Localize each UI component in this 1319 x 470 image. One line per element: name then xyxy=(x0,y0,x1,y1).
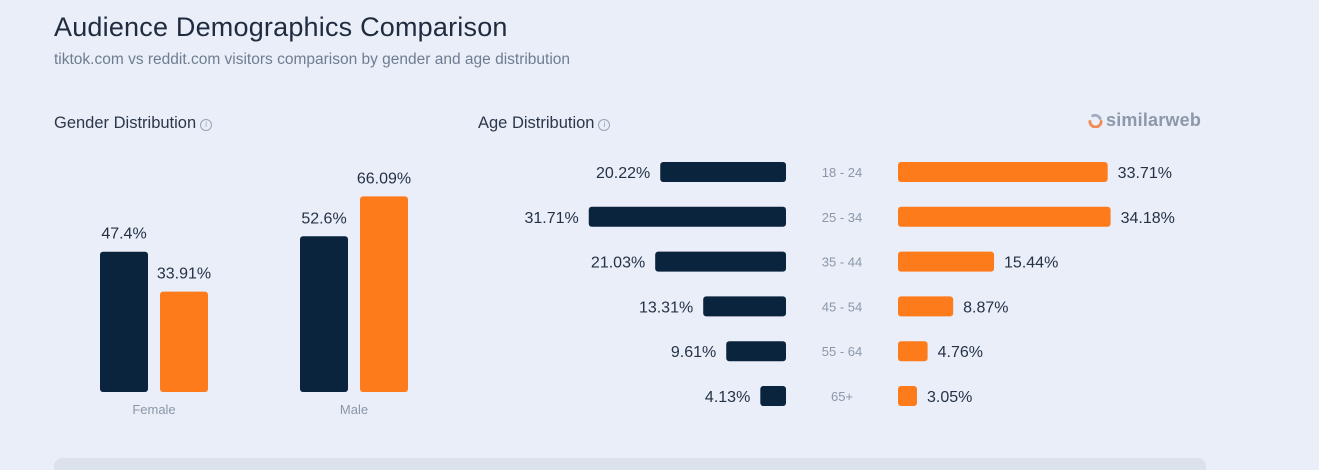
age-section-title: Age Distribution i xyxy=(478,114,611,133)
next-section-card xyxy=(54,458,1206,470)
gender-value-label: 33.91% xyxy=(157,266,211,283)
age-value-label-reddit: 4.76% xyxy=(938,344,983,361)
gender-category-label: Female xyxy=(132,402,175,417)
age-bar-tiktok xyxy=(726,341,786,362)
age-value-label-reddit: 3.05% xyxy=(927,389,972,406)
page-title: Audience Demographics Comparison xyxy=(54,12,508,42)
gender-bar-reddit-female xyxy=(160,291,208,392)
age-category-label: 65+ xyxy=(831,389,853,404)
age-bar-tiktok xyxy=(655,251,786,272)
gender-bar-tiktok-male xyxy=(300,236,348,392)
age-bar-tiktok xyxy=(660,162,786,182)
age-category-label: 55 - 64 xyxy=(822,344,862,359)
age-section-label: Age Distribution xyxy=(478,114,595,132)
gender-category-label: Male xyxy=(340,402,368,417)
info-icon[interactable]: i xyxy=(200,119,213,131)
gender-value-label: 52.6% xyxy=(301,210,346,227)
age-bar-reddit xyxy=(898,341,928,362)
age-category-label: 35 - 44 xyxy=(822,255,862,270)
gender-bar-tiktok-female xyxy=(100,251,148,392)
age-bar-reddit xyxy=(898,296,954,317)
age-value-label-reddit: 34.18% xyxy=(1121,210,1175,227)
gender-value-label: 66.09% xyxy=(357,170,411,187)
age-bar-reddit xyxy=(898,206,1111,227)
age-value-label-tiktok: 20.22% xyxy=(596,165,650,182)
gender-section-title: Gender Distribution i xyxy=(54,114,213,133)
similarweb-logo: similarweb xyxy=(1088,110,1201,131)
age-category-label: 25 - 34 xyxy=(822,210,862,225)
similarweb-logo-icon xyxy=(1088,113,1103,128)
age-bar-tiktok xyxy=(703,296,786,317)
age-value-label-tiktok: 13.31% xyxy=(639,299,693,316)
age-value-label-reddit: 8.87% xyxy=(963,299,1008,316)
age-value-label-reddit: 15.44% xyxy=(1004,255,1058,272)
age-bar-tiktok xyxy=(588,206,786,227)
age-bar-tiktok xyxy=(760,386,786,406)
age-value-label-tiktok: 4.13% xyxy=(705,389,750,406)
gender-bar-reddit-male xyxy=(360,196,408,392)
page-subtitle: tiktok.com vs reddit.com visitors compar… xyxy=(54,51,571,68)
gender-distribution-chart: 47.4% 33.91% Female 52.6% 66.09% Male xyxy=(100,170,411,417)
age-value-label-tiktok: 9.61% xyxy=(671,344,716,361)
gender-section-label: Gender Distribution xyxy=(54,114,197,132)
gender-value-label: 47.4% xyxy=(101,226,146,243)
age-value-label-tiktok: 21.03% xyxy=(591,255,645,272)
age-bar-reddit xyxy=(898,251,995,272)
age-bar-reddit xyxy=(898,162,1108,182)
age-bar-reddit xyxy=(898,386,917,406)
age-value-label-tiktok: 31.71% xyxy=(524,210,578,227)
age-value-label-reddit: 33.71% xyxy=(1118,165,1172,182)
similarweb-logo-text: similarweb xyxy=(1106,110,1202,130)
age-category-label: 18 - 24 xyxy=(822,165,862,180)
age-category-label: 45 - 54 xyxy=(822,299,862,314)
info-icon[interactable]: i xyxy=(598,119,611,131)
